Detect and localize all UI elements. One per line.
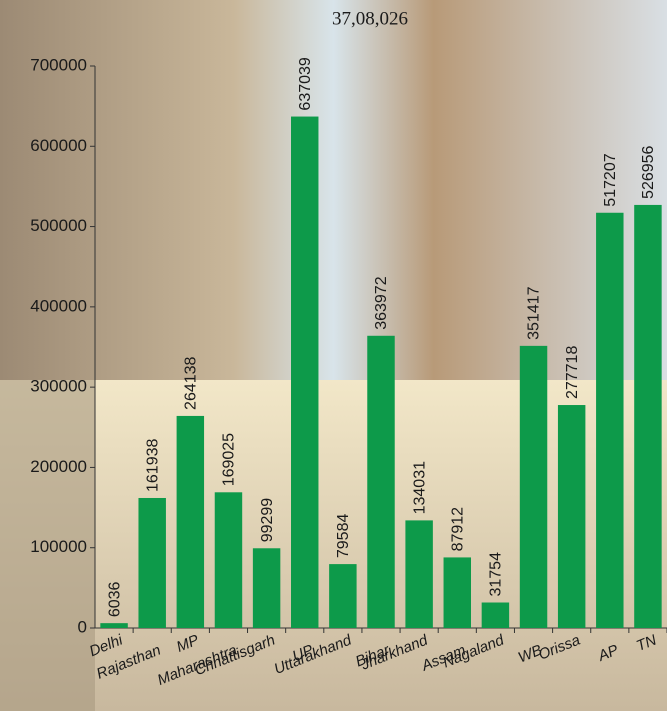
y-tick-label: 700000: [30, 55, 87, 74]
bar: [329, 564, 356, 628]
value-label: 526956: [640, 145, 657, 198]
bar: [405, 520, 432, 628]
y-tick-label: 400000: [30, 296, 87, 315]
bar: [291, 117, 318, 628]
bar: [520, 346, 547, 628]
value-label: 637039: [297, 57, 314, 110]
value-label: 31754: [488, 552, 505, 597]
value-label: 79584: [335, 514, 352, 559]
value-label: 277718: [564, 346, 581, 399]
value-label: 161938: [144, 438, 161, 491]
bar: [215, 492, 242, 628]
y-tick-label: 200000: [30, 457, 87, 476]
value-label: 363972: [373, 276, 390, 329]
subtitle: 37,08,026: [332, 8, 408, 29]
bar: [100, 623, 127, 628]
value-label: 351417: [526, 286, 543, 339]
bar: [482, 603, 509, 628]
y-tick-label: 100000: [30, 537, 87, 556]
value-label: 264138: [183, 356, 200, 409]
value-label: 517207: [602, 153, 619, 206]
page: 37,08,026 0 100000 200000 300000 400000 50000…: [0, 0, 667, 711]
bar: [253, 548, 280, 628]
value-label: 169025: [221, 433, 238, 486]
chart: 37,08,026 0 100000 200000 300000 400000 50000…: [0, 0, 667, 711]
value-label: 134031: [411, 461, 428, 514]
bar: [634, 205, 661, 628]
value-label: 87912: [449, 507, 466, 552]
value-label: 99299: [259, 498, 276, 543]
bar: [596, 213, 623, 628]
bar: [444, 557, 471, 628]
y-tick-label: 600000: [30, 136, 87, 155]
bar: [558, 405, 585, 628]
bar: [138, 498, 165, 628]
bar: [367, 336, 394, 628]
value-label: 6036: [106, 581, 123, 617]
bar: [177, 416, 204, 628]
y-tick-label: 500000: [30, 216, 87, 235]
y-tick-label: 300000: [30, 377, 87, 396]
y-tick-label: 0: [78, 617, 87, 636]
